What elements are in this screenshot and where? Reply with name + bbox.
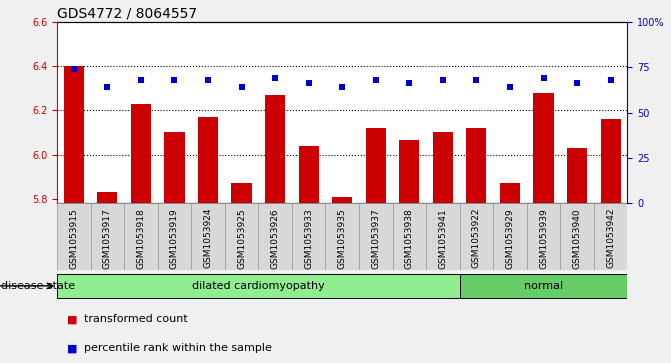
Text: percentile rank within the sample: percentile rank within the sample (84, 343, 272, 354)
Point (538, 75, 549, 81)
Text: GSM1053940: GSM1053940 (572, 208, 582, 269)
Point (270, 75, 280, 81)
FancyBboxPatch shape (460, 203, 493, 270)
Bar (64, 66, 84, 203)
FancyBboxPatch shape (393, 203, 426, 270)
Point (203, 77, 213, 83)
Bar (332, 197, 352, 203)
FancyBboxPatch shape (158, 203, 191, 270)
FancyBboxPatch shape (493, 203, 527, 270)
Point (572, 81, 582, 86)
Text: GSM1053937: GSM1053937 (371, 208, 380, 269)
Text: GSM1053929: GSM1053929 (505, 208, 515, 269)
Point (605, 77, 616, 83)
Text: GSM1053918: GSM1053918 (136, 208, 146, 269)
FancyBboxPatch shape (527, 203, 560, 270)
FancyBboxPatch shape (325, 203, 359, 270)
Bar (366, 128, 386, 203)
Text: GSM1053942: GSM1053942 (606, 208, 615, 269)
Point (303, 81, 314, 86)
Bar (601, 119, 621, 203)
FancyBboxPatch shape (560, 203, 594, 270)
Bar (265, 95, 285, 203)
FancyBboxPatch shape (359, 203, 393, 270)
Text: GSM1053935: GSM1053935 (338, 208, 347, 269)
Text: GSM1053926: GSM1053926 (270, 208, 280, 269)
Bar (466, 128, 486, 203)
Text: GSM1053915: GSM1053915 (69, 208, 79, 269)
Text: disease state: disease state (1, 281, 74, 291)
Bar (164, 132, 185, 203)
Text: GDS4772 / 8064557: GDS4772 / 8064557 (57, 7, 197, 21)
Text: GSM1053924: GSM1053924 (203, 208, 213, 269)
Text: transformed count: transformed count (84, 314, 188, 325)
Bar (567, 148, 587, 203)
Bar (97, 192, 117, 203)
Point (505, 84, 515, 90)
Point (68, 66, 79, 72)
Bar (198, 117, 218, 203)
Bar (533, 93, 554, 203)
Point (404, 81, 415, 86)
Bar (231, 183, 252, 203)
Point (169, 77, 180, 83)
FancyBboxPatch shape (225, 203, 258, 270)
FancyBboxPatch shape (594, 203, 627, 270)
Text: GSM1053919: GSM1053919 (170, 208, 179, 269)
FancyBboxPatch shape (460, 274, 627, 298)
Point (236, 84, 247, 90)
Text: GSM1053938: GSM1053938 (405, 208, 414, 269)
Text: normal: normal (524, 281, 563, 291)
FancyBboxPatch shape (191, 203, 225, 270)
FancyBboxPatch shape (57, 203, 91, 270)
FancyBboxPatch shape (292, 203, 325, 270)
Text: GSM1053933: GSM1053933 (304, 208, 313, 269)
Text: ■: ■ (67, 343, 78, 354)
Bar (131, 104, 151, 203)
Point (337, 84, 348, 90)
FancyBboxPatch shape (57, 274, 460, 298)
Point (102, 84, 113, 90)
FancyBboxPatch shape (91, 203, 124, 270)
Text: GSM1053941: GSM1053941 (438, 208, 448, 269)
Bar (500, 183, 520, 203)
Point (437, 77, 448, 83)
Point (471, 77, 482, 83)
FancyBboxPatch shape (258, 203, 292, 270)
Point (370, 77, 381, 83)
Text: GSM1053939: GSM1053939 (539, 208, 548, 269)
FancyBboxPatch shape (426, 203, 460, 270)
Text: ■: ■ (67, 314, 78, 325)
Text: GSM1053922: GSM1053922 (472, 208, 481, 269)
Text: GSM1053925: GSM1053925 (237, 208, 246, 269)
Point (136, 77, 146, 83)
Bar (433, 132, 453, 203)
Bar (299, 146, 319, 203)
Text: GSM1053917: GSM1053917 (103, 208, 112, 269)
Text: dilated cardiomyopathy: dilated cardiomyopathy (192, 281, 325, 291)
FancyBboxPatch shape (124, 203, 158, 270)
Bar (399, 140, 419, 203)
